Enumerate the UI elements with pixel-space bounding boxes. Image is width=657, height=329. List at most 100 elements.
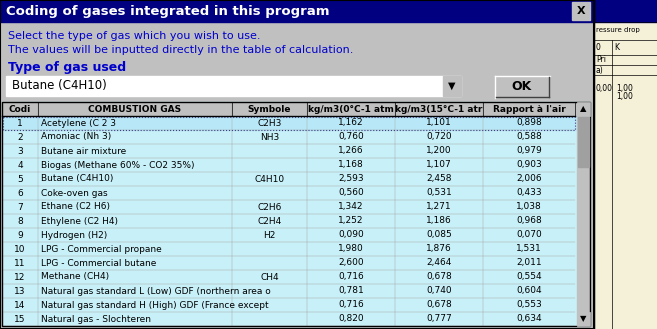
- Text: 14: 14: [14, 300, 26, 310]
- Text: NH3: NH3: [260, 133, 279, 141]
- Bar: [6, 76, 461, 96]
- Text: 2: 2: [17, 133, 23, 141]
- Text: Ethylene (C2 H4): Ethylene (C2 H4): [41, 216, 118, 225]
- Text: C2H4: C2H4: [258, 216, 282, 225]
- Text: 11: 11: [14, 259, 26, 267]
- Text: 0,781: 0,781: [338, 287, 364, 295]
- Bar: [2, 102, 590, 326]
- Text: Acetylene (C 2 3: Acetylene (C 2 3: [41, 118, 116, 128]
- Bar: [3, 116, 575, 130]
- Text: 1,252: 1,252: [338, 216, 364, 225]
- Text: 0,604: 0,604: [516, 287, 542, 295]
- Text: 15: 15: [14, 315, 26, 323]
- Text: CH4: CH4: [260, 272, 279, 282]
- Text: 1,876: 1,876: [426, 244, 452, 254]
- Bar: [0, 0, 594, 22]
- Text: OK: OK: [512, 81, 532, 93]
- Text: 2,593: 2,593: [338, 174, 364, 184]
- Text: LPG - Commercial butane: LPG - Commercial butane: [41, 259, 156, 267]
- Text: 0,085: 0,085: [426, 231, 452, 240]
- Text: 2,006: 2,006: [516, 174, 542, 184]
- Bar: [2, 102, 590, 116]
- Bar: [577, 102, 590, 116]
- Text: 6: 6: [17, 189, 23, 197]
- Text: 0,720: 0,720: [426, 133, 452, 141]
- Text: 0,588: 0,588: [516, 133, 542, 141]
- Text: 10: 10: [14, 244, 26, 254]
- Bar: [594, 0, 657, 22]
- Text: 0,968: 0,968: [516, 216, 542, 225]
- Text: 0,531: 0,531: [426, 189, 452, 197]
- Text: ▲: ▲: [580, 105, 587, 114]
- Text: Pri: Pri: [596, 56, 606, 64]
- Text: 1,186: 1,186: [426, 216, 452, 225]
- Text: ▼: ▼: [448, 81, 456, 91]
- Text: 0,716: 0,716: [338, 300, 364, 310]
- Text: 0,777: 0,777: [426, 315, 452, 323]
- Text: 0,678: 0,678: [426, 300, 452, 310]
- Text: Natural gas standard H (High) GDF (France except: Natural gas standard H (High) GDF (Franc…: [41, 300, 269, 310]
- Text: Ethane (C2 H6): Ethane (C2 H6): [41, 203, 110, 212]
- Text: 2,600: 2,600: [338, 259, 364, 267]
- Text: 0,090: 0,090: [338, 231, 364, 240]
- Text: 0,898: 0,898: [516, 118, 542, 128]
- Text: 1,342: 1,342: [338, 203, 364, 212]
- Text: The values will be inputted directly in the table of calculation.: The values will be inputted directly in …: [8, 45, 353, 55]
- Text: Natural gas - Slochteren: Natural gas - Slochteren: [41, 315, 151, 323]
- Text: 2,458: 2,458: [426, 174, 452, 184]
- Text: Natural gas standard L (Low) GDF (northern area o: Natural gas standard L (Low) GDF (northe…: [41, 287, 271, 295]
- Text: C2H3: C2H3: [258, 118, 282, 128]
- Text: 1,168: 1,168: [338, 161, 364, 169]
- Text: 0,560: 0,560: [338, 189, 364, 197]
- Text: 0,716: 0,716: [338, 272, 364, 282]
- Text: 0,740: 0,740: [426, 287, 452, 295]
- Text: 0,903: 0,903: [516, 161, 542, 169]
- Text: kg/m3(15°C-1 atr: kg/m3(15°C-1 atr: [396, 105, 483, 114]
- Bar: [2, 116, 576, 130]
- Bar: [495, 76, 550, 98]
- Text: 1,980: 1,980: [338, 244, 364, 254]
- Text: 1,00: 1,00: [616, 91, 633, 100]
- Text: LPG - Commercial propane: LPG - Commercial propane: [41, 244, 162, 254]
- Text: 0,634: 0,634: [516, 315, 542, 323]
- Text: Coke-oven gas: Coke-oven gas: [41, 189, 108, 197]
- Bar: [2, 102, 590, 326]
- Text: 0,760: 0,760: [338, 133, 364, 141]
- Bar: [572, 2, 590, 20]
- Text: Butane air mixture: Butane air mixture: [41, 146, 126, 156]
- Text: 0,979: 0,979: [516, 146, 542, 156]
- Text: Select the type of gas which you wish to use.: Select the type of gas which you wish to…: [8, 31, 260, 41]
- Text: Symbole: Symbole: [248, 105, 291, 114]
- Text: ressure drop: ressure drop: [596, 27, 640, 33]
- Text: 13: 13: [14, 287, 26, 295]
- Text: Butane (C4H10): Butane (C4H10): [12, 80, 106, 92]
- Text: 8: 8: [17, 216, 23, 225]
- Text: K: K: [614, 43, 619, 53]
- Text: Codi: Codi: [9, 105, 31, 114]
- Text: 2,011: 2,011: [516, 259, 542, 267]
- Text: COMBUSTION GAS: COMBUSTION GAS: [89, 105, 181, 114]
- Bar: [443, 76, 461, 96]
- Text: 1,162: 1,162: [338, 118, 364, 128]
- Text: 0: 0: [596, 43, 601, 53]
- Text: C4H10: C4H10: [254, 174, 284, 184]
- Text: 0,433: 0,433: [516, 189, 542, 197]
- Text: Coding of gases integrated in this program: Coding of gases integrated in this progr…: [6, 5, 330, 17]
- Text: 9: 9: [17, 231, 23, 240]
- Bar: [577, 102, 590, 326]
- Text: Butane (C4H10): Butane (C4H10): [41, 174, 114, 184]
- Text: 2,464: 2,464: [426, 259, 452, 267]
- Text: 1,107: 1,107: [426, 161, 452, 169]
- Text: 1: 1: [17, 118, 23, 128]
- Text: Biogas (Methane 60% - CO2 35%): Biogas (Methane 60% - CO2 35%): [41, 161, 194, 169]
- Text: 1,00: 1,00: [616, 84, 633, 92]
- Text: 0,820: 0,820: [338, 315, 364, 323]
- Bar: [577, 312, 590, 326]
- Text: a): a): [596, 66, 604, 75]
- Text: 5: 5: [17, 174, 23, 184]
- Text: 0,554: 0,554: [516, 272, 542, 282]
- Text: 0,553: 0,553: [516, 300, 542, 310]
- Text: 1,038: 1,038: [516, 203, 542, 212]
- Text: kg/m3(0°C-1 atm: kg/m3(0°C-1 atm: [308, 105, 394, 114]
- Text: ▼: ▼: [580, 315, 587, 323]
